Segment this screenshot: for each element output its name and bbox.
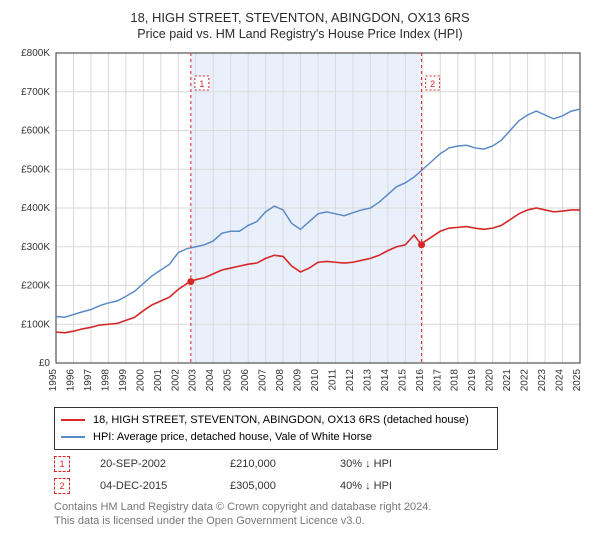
- svg-text:2013: 2013: [362, 369, 373, 392]
- svg-text:2005: 2005: [223, 369, 234, 392]
- legend-label: HPI: Average price, detached house, Vale…: [93, 429, 372, 446]
- sale-date: 04-DEC-2015: [100, 480, 200, 492]
- svg-text:2022: 2022: [520, 369, 531, 392]
- sale-hpi: 30% ↓ HPI: [340, 458, 392, 470]
- sale-price: £210,000: [230, 458, 310, 470]
- sale-hpi: 40% ↓ HPI: [340, 480, 392, 492]
- svg-text:2007: 2007: [258, 369, 269, 392]
- svg-text:2002: 2002: [170, 369, 181, 392]
- chart-title-line2: Price paid vs. HM Land Registry's House …: [10, 27, 590, 41]
- svg-text:1996: 1996: [65, 369, 76, 392]
- sale-marker-icon: 2: [54, 478, 70, 494]
- svg-text:2021: 2021: [502, 369, 513, 392]
- svg-text:2014: 2014: [380, 369, 391, 392]
- svg-text:2018: 2018: [450, 369, 461, 392]
- svg-text:£700K: £700K: [21, 87, 50, 98]
- svg-text:1998: 1998: [100, 369, 111, 392]
- svg-text:2000: 2000: [135, 369, 146, 392]
- sale-row: 2 04-DEC-2015 £305,000 40% ↓ HPI: [54, 478, 590, 494]
- svg-text:2017: 2017: [432, 369, 443, 392]
- svg-text:£400K: £400K: [21, 203, 50, 214]
- svg-text:2015: 2015: [397, 369, 408, 392]
- svg-text:2010: 2010: [310, 369, 321, 392]
- legend-item: HPI: Average price, detached house, Vale…: [61, 429, 491, 446]
- legend-item: 18, HIGH STREET, STEVENTON, ABINGDON, OX…: [61, 412, 491, 429]
- svg-text:2020: 2020: [485, 369, 496, 392]
- sale-date: 20-SEP-2002: [100, 458, 200, 470]
- legend-swatch: [61, 419, 85, 421]
- svg-text:£500K: £500K: [21, 164, 50, 175]
- footer-note: Contains HM Land Registry data © Crown c…: [54, 500, 590, 529]
- svg-text:2004: 2004: [205, 369, 216, 392]
- svg-text:1997: 1997: [83, 369, 94, 392]
- sale-marker-icon: 1: [54, 456, 70, 472]
- svg-text:£300K: £300K: [21, 242, 50, 253]
- svg-text:2016: 2016: [415, 369, 426, 392]
- legend-swatch: [61, 436, 85, 438]
- svg-text:2003: 2003: [188, 369, 199, 392]
- footer-line: Contains HM Land Registry data © Crown c…: [54, 500, 590, 514]
- svg-text:2008: 2008: [275, 369, 286, 392]
- svg-text:2023: 2023: [537, 369, 548, 392]
- svg-text:2: 2: [430, 79, 435, 89]
- svg-text:2024: 2024: [555, 369, 566, 392]
- footer-line: This data is licensed under the Open Gov…: [54, 514, 590, 528]
- svg-text:1: 1: [199, 79, 204, 89]
- svg-text:2001: 2001: [153, 369, 164, 392]
- svg-text:2019: 2019: [467, 369, 478, 392]
- svg-text:1999: 1999: [118, 369, 129, 392]
- svg-text:£800K: £800K: [21, 48, 50, 59]
- svg-text:2009: 2009: [293, 369, 304, 392]
- svg-text:1995: 1995: [48, 369, 59, 392]
- legend: 18, HIGH STREET, STEVENTON, ABINGDON, OX…: [54, 407, 498, 450]
- svg-text:2011: 2011: [327, 369, 338, 391]
- chart-title-line1: 18, HIGH STREET, STEVENTON, ABINGDON, OX…: [10, 10, 590, 25]
- svg-text:2012: 2012: [345, 369, 356, 392]
- svg-text:2025: 2025: [572, 369, 583, 392]
- sale-row: 1 20-SEP-2002 £210,000 30% ↓ HPI: [54, 456, 590, 472]
- svg-text:£100K: £100K: [21, 319, 50, 330]
- svg-text:£200K: £200K: [21, 281, 50, 292]
- sale-price: £305,000: [230, 480, 310, 492]
- sale-table: 1 20-SEP-2002 £210,000 30% ↓ HPI 2 04-DE…: [54, 456, 590, 494]
- line-chart: £0 £100K £200K £300K £400K £500K £600K £700K £80…: [10, 47, 590, 397]
- legend-label: 18, HIGH STREET, STEVENTON, ABINGDON, OX…: [93, 412, 469, 429]
- svg-text:£600K: £600K: [21, 126, 50, 137]
- svg-text:£0: £0: [39, 358, 51, 369]
- svg-text:2006: 2006: [240, 369, 251, 392]
